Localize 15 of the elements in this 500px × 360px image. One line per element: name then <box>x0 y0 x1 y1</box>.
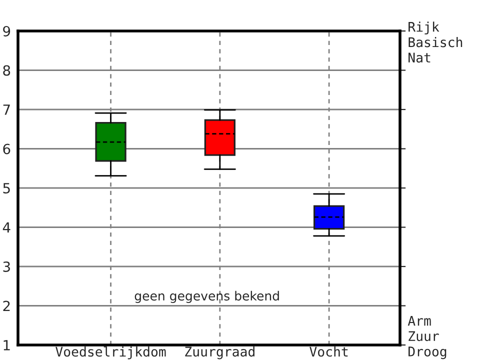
text: Arm Zuur Droog <box>408 316 446 360</box>
text: Rijk Basisch Nat <box>408 22 462 63</box>
y-tick-label: 9 <box>3 26 10 36</box>
x-tick-label: Zuurgraad <box>185 346 254 360</box>
y-tick-label: 6 <box>3 144 10 154</box>
x-tick-label: Vocht <box>310 346 348 357</box>
x-tick-label: Voedselrijkdom <box>56 346 166 360</box>
y-tick-label: 2 <box>3 300 10 312</box>
y-tick-label: 1 <box>4 340 10 350</box>
annotation: geen gegevens bekend <box>134 290 279 304</box>
y-tick-label: 4 <box>2 222 10 233</box>
y-tick-label: 5 <box>3 183 10 194</box>
y-tick-label: 3 <box>3 261 10 272</box>
y-tick-label: 7 <box>3 104 10 115</box>
y-tick-label: 8 <box>3 65 10 76</box>
